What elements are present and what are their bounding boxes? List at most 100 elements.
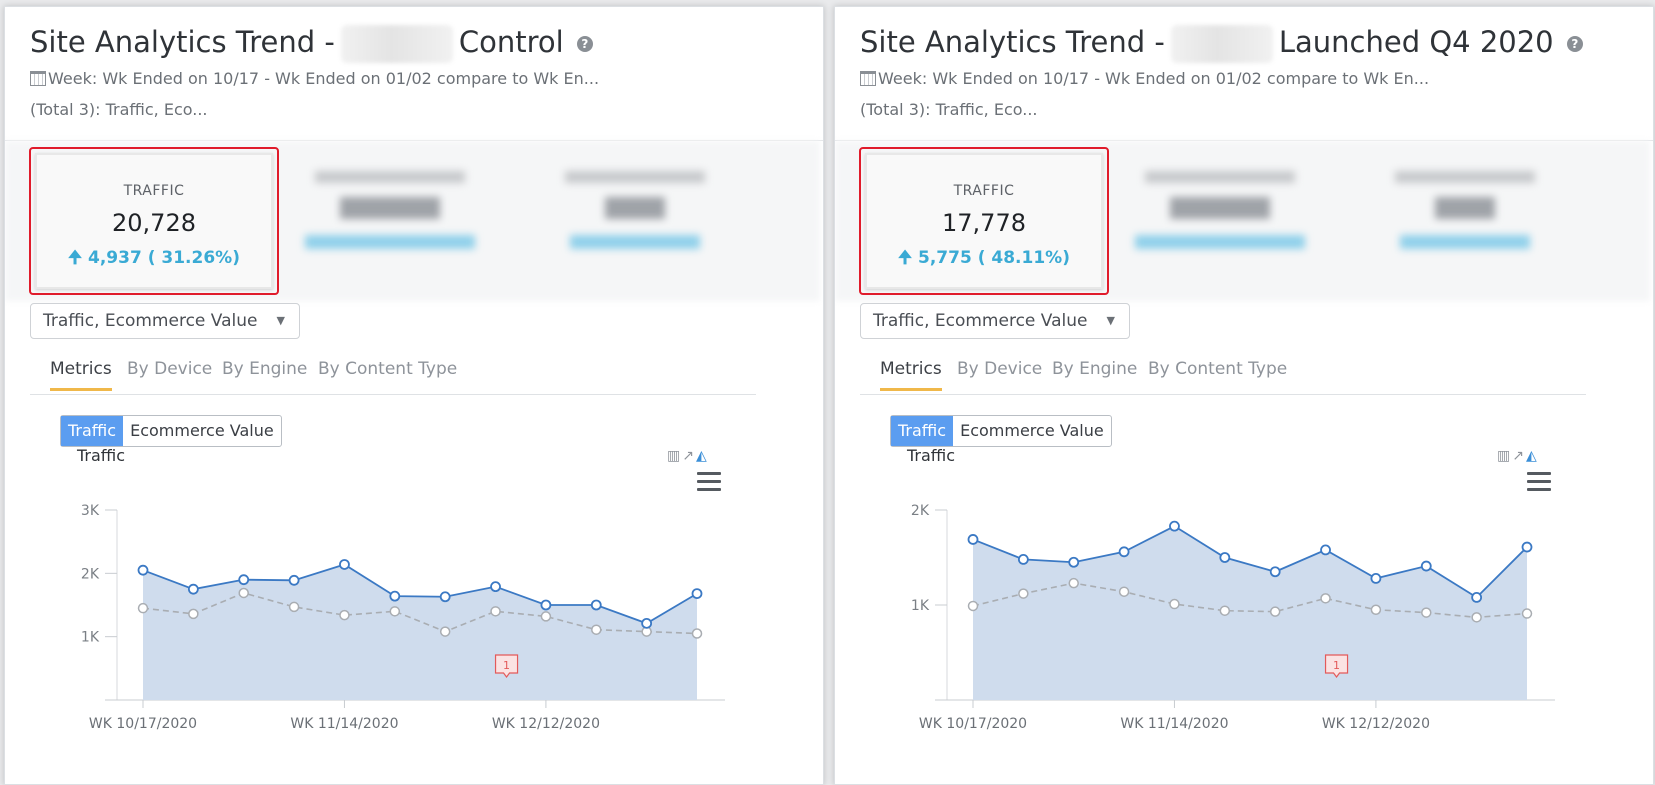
chart-menu-icon[interactable]	[697, 472, 721, 492]
title-prefix: Site Analytics Trend -	[30, 25, 335, 59]
metrics-summary: (Total 3): Traffic, Eco...	[860, 100, 1038, 119]
traffic-area	[973, 526, 1527, 700]
traffic-point	[1370, 572, 1382, 584]
toggle-ecommerce-value[interactable]: Ecommerce Value	[960, 421, 1104, 440]
chart-menu-icon[interactable]	[1527, 472, 1551, 492]
traffic-series-line	[142, 563, 698, 625]
chevron-down-icon: ▼	[276, 314, 285, 327]
kpi-label: TRAFFIC	[953, 183, 1015, 199]
traffic-point	[691, 588, 703, 600]
kpi-tiles: TRAFFIC 20,728 🠉 4,937 ( 31.26%)	[5, 141, 823, 301]
area-chart-icon[interactable]: ◭	[695, 448, 709, 464]
annotation-label: 1	[503, 659, 510, 672]
area-chart-icon[interactable]: ◭	[1525, 448, 1539, 464]
traffic-point	[1118, 546, 1130, 558]
x-tick-label: WK 10/17/2020	[89, 716, 197, 732]
date-range-text: Week: Wk Ended on 10/17 - Wk Ended on 01…	[48, 69, 600, 88]
traffic-point	[439, 591, 451, 603]
tab-by-device[interactable]: By Device	[957, 359, 1043, 379]
metric-select[interactable]: Traffic, Ecommerce Value ▼	[860, 303, 1130, 339]
kpi-change: 🠉 4,937 ( 31.26%)	[37, 245, 271, 274]
title-suffix: Launched Q4 2020	[1278, 25, 1554, 59]
help-icon[interactable]: ?	[576, 36, 593, 52]
traffic-point	[967, 534, 979, 545]
date-range: Week: Wk Ended on 10/17 - Wk Ended on 01…	[30, 69, 823, 88]
metrics-summary: (Total 3): Traffic, Eco...	[30, 100, 208, 119]
kpi-change-text: 4,937 ( 31.26%)	[88, 248, 240, 268]
compare-point	[1370, 604, 1382, 615]
tab-metrics[interactable]: Metrics	[880, 359, 942, 391]
compare-point	[967, 600, 979, 612]
line-chart-icon[interactable]: ↗	[1512, 448, 1526, 464]
traffic-point	[1420, 560, 1432, 572]
traffic-kpi-tile[interactable]: TRAFFIC 17,778 🠉 5,775 ( 48.11%)	[865, 153, 1103, 289]
kpi-label: TRAFFIC	[123, 183, 185, 199]
blurred-kpi-tile	[290, 171, 490, 249]
arrow-up-icon: 🠉	[898, 248, 913, 268]
compare-point	[540, 611, 552, 622]
compare-point	[1169, 598, 1180, 610]
kpi-value: 20,728	[112, 209, 196, 237]
traffic-point	[1169, 520, 1180, 532]
compare-point	[490, 606, 501, 617]
compare-point	[188, 608, 199, 620]
compare-point	[1320, 593, 1331, 604]
bar-chart-icon[interactable]: ▥	[667, 448, 683, 464]
tab-by-content-type[interactable]: By Content Type	[318, 359, 458, 379]
x-tick-label: WK 11/14/2020	[290, 716, 398, 732]
kpi-change-text: 5,775 ( 48.11%)	[918, 248, 1070, 268]
widget-title: Site Analytics Trend - Launched Q4 2020 ?	[860, 21, 1653, 63]
help-icon[interactable]: ?	[1566, 36, 1583, 52]
tab-by-content-type[interactable]: By Content Type	[1148, 359, 1288, 379]
tab-by-device[interactable]: By Device	[127, 359, 213, 379]
toggle-traffic[interactable]: Traffic	[891, 416, 954, 446]
bar-chart-icon[interactable]: ▥	[1497, 448, 1513, 464]
traffic-point	[1068, 556, 1080, 568]
date-range-text: Week: Wk Ended on 10/17 - Wk Ended on 01…	[878, 69, 1430, 88]
y-tick-label: 1K	[81, 630, 100, 646]
title-suffix: Control	[458, 25, 564, 59]
kpi-value: 17,778	[942, 209, 1026, 237]
annotation-flag-icon	[1324, 654, 1349, 678]
tab-by-engine[interactable]: By Engine	[222, 359, 308, 379]
blurred-kpi-tile	[1365, 171, 1565, 249]
line-chart-icon[interactable]: ↗	[682, 448, 696, 464]
annotation-label: 1	[1333, 659, 1340, 672]
toggle-traffic[interactable]: Traffic	[61, 416, 124, 446]
metric-select[interactable]: Traffic, Ecommerce Value ▼	[30, 303, 300, 339]
trend-widget-control: Site Analytics Trend - Control ? Week: Wk…	[4, 6, 824, 785]
calendar-icon	[30, 71, 46, 86]
metric-select-value: Traffic, Ecommerce Value	[43, 311, 258, 331]
tab-metrics[interactable]: Metrics	[50, 359, 112, 391]
traffic-series-line	[972, 525, 1528, 599]
highlight-box	[859, 147, 1109, 295]
traffic-point	[238, 574, 250, 586]
compare-point	[1471, 612, 1482, 623]
chart-type-switcher: ▥↗◭	[667, 448, 709, 464]
compare-point	[691, 628, 703, 639]
traffic-point	[490, 581, 501, 593]
traffic-point	[1471, 591, 1483, 603]
traffic-point	[187, 583, 199, 595]
traffic-kpi-tile[interactable]: TRAFFIC 20,728 🠉 4,937 ( 31.26%)	[35, 153, 273, 289]
widget-header: Site Analytics Trend - Launched Q4 2020 ?…	[835, 7, 1653, 141]
compare-point	[439, 626, 451, 637]
traffic-point	[590, 599, 602, 611]
series-toggle: Traffic Ecommerce Value	[60, 415, 282, 447]
toggle-ecommerce-value[interactable]: Ecommerce Value	[130, 421, 274, 440]
highlight-box	[29, 147, 279, 295]
traffic-point	[288, 574, 300, 586]
traffic-area	[143, 564, 697, 700]
trend-widget-launched: Site Analytics Trend - Launched Q4 2020 ?…	[834, 6, 1654, 785]
traffic-point	[540, 599, 552, 611]
title-prefix: Site Analytics Trend -	[860, 25, 1165, 59]
tab-by-engine[interactable]: By Engine	[1052, 359, 1138, 379]
compare-point	[1421, 607, 1432, 618]
traffic-point	[1269, 566, 1281, 578]
calendar-icon	[860, 71, 876, 86]
compare-point	[1118, 586, 1130, 597]
redacted-site-name	[1170, 25, 1273, 63]
chart-title: Traffic	[906, 447, 955, 465]
arrow-up-icon: 🠉	[68, 248, 83, 268]
